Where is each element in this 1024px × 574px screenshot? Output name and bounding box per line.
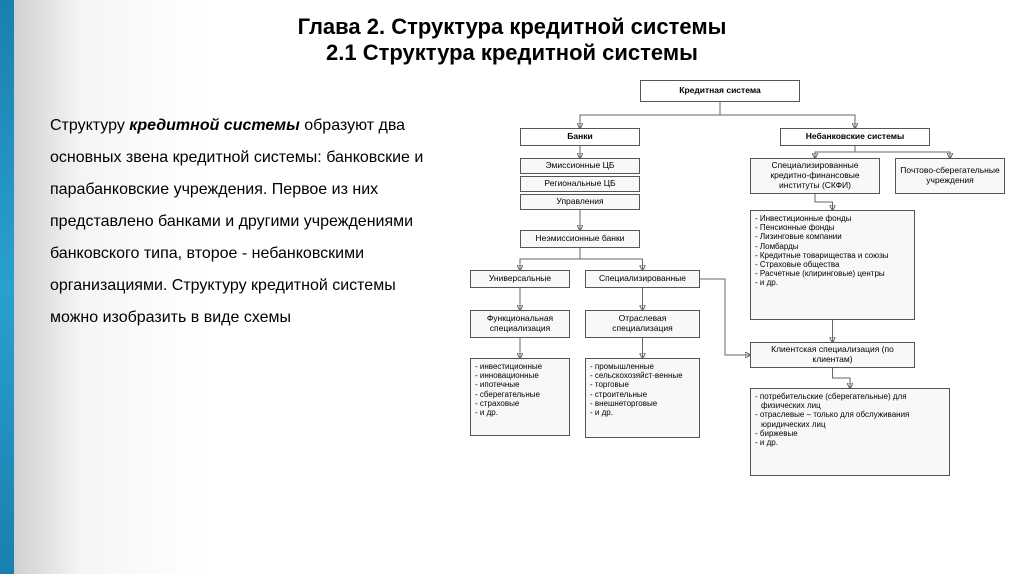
paragraph-lead: Структуру [50, 117, 129, 134]
structure-diagram: Кредитная система Банки Небанковские систе… [430, 80, 1020, 570]
node-otrasllist: промышленныесельскохозяйст-венныеторговы… [585, 358, 700, 438]
node-spec: Специализированные [585, 270, 700, 288]
node-clientlist: потребительские (сберегательные) для физ… [750, 388, 950, 476]
node-banks: Банки [520, 128, 640, 146]
heading-chapter: Глава 2. Структура кредитной системы [0, 14, 1024, 40]
heading-section: 2.1 Структура кредитной системы [0, 40, 1024, 66]
node-skfi: Специализированные кредитно-финансовые и… [750, 158, 880, 194]
node-region: Региональные ЦБ [520, 176, 640, 192]
node-funclist: инвестиционныеинновационныеипотечныесбер… [470, 358, 570, 436]
node-skfilist: Инвестиционные фондыПенсионные фондыЛизи… [750, 210, 915, 320]
slide-accent-bar [0, 0, 14, 574]
slide-heading: Глава 2. Структура кредитной системы 2.1… [0, 14, 1024, 66]
paragraph-emphasis: кредитной системы [129, 117, 300, 134]
body-paragraph: Структуру кредитной системы образуют два… [50, 110, 430, 334]
node-root: Кредитная система [640, 80, 800, 102]
node-post: Почтово-сберегательные учреждения [895, 158, 1005, 194]
node-emiss: Эмиссионные ЦБ [520, 158, 640, 174]
node-func: Функциональная специализация [470, 310, 570, 338]
node-nonbank: Небанковские системы [780, 128, 930, 146]
node-univ: Универсальные [470, 270, 570, 288]
node-client: Клиентская специализация (по клиентам) [750, 342, 915, 368]
paragraph-rest: образуют два основных звена кредитной си… [50, 117, 423, 326]
node-otrasl: Отраслевая специализация [585, 310, 700, 338]
node-uprav: Управления [520, 194, 640, 210]
node-nonemi: Неэмиссионные банки [520, 230, 640, 248]
